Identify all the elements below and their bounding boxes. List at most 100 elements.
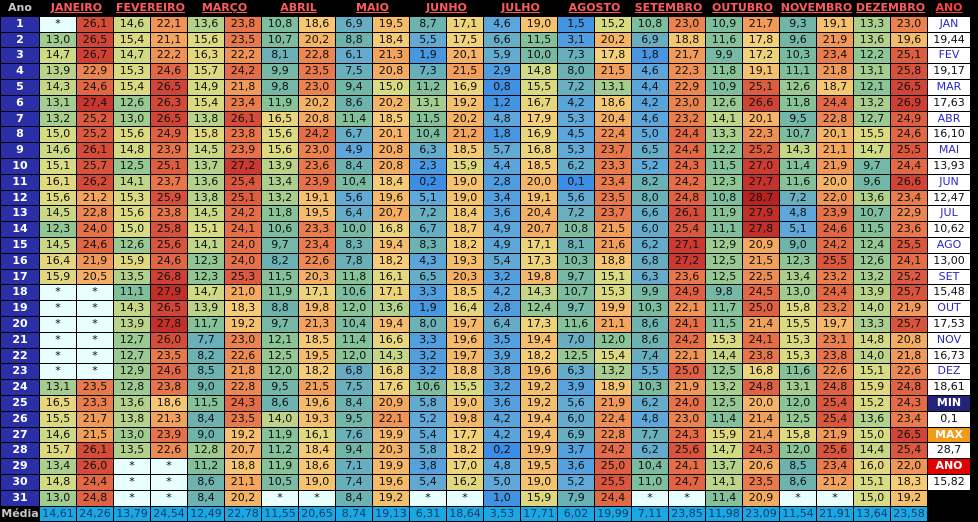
min-temp-cell: 15,4 [114, 79, 150, 95]
day-number: 18 [1, 285, 39, 301]
max-temp-cell: 16,1 [373, 269, 409, 285]
max-temp-cell: 19,7 [817, 316, 853, 332]
side-min-label: MIN [928, 395, 970, 411]
day-number: 13 [1, 206, 39, 222]
side-month-label: JAN [928, 16, 970, 32]
max-temp-cell: 24,3 [743, 443, 779, 459]
min-temp-cell: 12,5 [706, 253, 742, 269]
min-temp-cell: 15,1 [40, 158, 76, 174]
max-temp-cell: 26,5 [77, 32, 113, 48]
average-cell: 12,49 [188, 506, 224, 522]
max-temp-cell: 15,0 [373, 79, 409, 95]
max-temp-cell: 26,2 [77, 174, 113, 190]
min-temp-cell: 5,2 [632, 158, 668, 174]
max-temp-cell: 20,0 [817, 174, 853, 190]
min-temp-cell: 7,7 [632, 427, 668, 443]
min-temp-cell: 14,4 [854, 443, 890, 459]
min-temp-cell: 12,8 [114, 380, 150, 395]
min-temp-cell: 16,5 [262, 111, 298, 127]
max-temp-cell: 26,6 [891, 174, 927, 190]
max-temp-cell: 19,4 [521, 332, 557, 348]
day-number: 10 [1, 158, 39, 174]
average-cell: 21,91 [817, 506, 853, 522]
max-temp-cell: 25,6 [669, 443, 705, 459]
min-temp-cell: * [40, 332, 76, 348]
max-temp-cell: 17,7 [447, 427, 483, 443]
min-temp-cell: 14,5 [188, 206, 224, 222]
min-temp-cell: 5,6 [336, 190, 372, 206]
min-temp-cell: 13,0 [114, 427, 150, 443]
max-temp-cell: 23,7 [595, 206, 631, 222]
max-temp-cell: 18,2 [299, 364, 335, 380]
max-temp-cell: 26,1 [225, 111, 261, 127]
min-temp-cell: 10,4 [336, 174, 372, 190]
max-temp-cell: 23,3 [77, 395, 113, 411]
month-header: ABRIL [262, 1, 335, 16]
max-temp-cell: 21,0 [225, 285, 261, 301]
max-temp-cell: 17,3 [521, 253, 557, 269]
min-temp-cell: 14,0 [262, 411, 298, 427]
min-temp-cell: 14,7 [188, 285, 224, 301]
max-temp-cell: 19,6 [373, 474, 409, 490]
min-temp-cell: 11,1 [114, 285, 150, 301]
min-temp-cell: 4,9 [336, 143, 372, 158]
min-temp-cell: 7,0 [558, 332, 594, 348]
average-cell: 6,02 [558, 506, 594, 522]
side-month-label: FEV [928, 48, 970, 64]
min-temp-cell: 15,0 [40, 127, 76, 143]
max-temp-cell: 18,8 [669, 32, 705, 48]
max-temp-cell: 20,5 [77, 269, 113, 285]
max-temp-cell: 18,8 [595, 253, 631, 269]
min-temp-cell: 12,6 [854, 253, 890, 269]
max-temp-cell: 18,9 [595, 380, 631, 395]
max-temp-cell: 25,4 [225, 174, 261, 190]
min-temp-cell: 10,3 [780, 48, 816, 64]
min-temp-cell: 5,2 [410, 411, 446, 427]
max-temp-cell: 22,5 [743, 269, 779, 285]
max-temp-cell: 18,2 [373, 253, 409, 269]
max-temp-cell: 16,8 [743, 364, 779, 380]
min-temp-cell: 3,8 [484, 364, 520, 380]
min-temp-cell: 9,0 [188, 380, 224, 395]
min-temp-cell: 10,8 [632, 16, 668, 32]
min-temp-cell: 8,2 [632, 174, 668, 190]
average-cell: 8,74 [336, 506, 372, 522]
max-temp-cell: 20,2 [595, 32, 631, 48]
min-temp-cell: 12,2 [854, 48, 890, 64]
month-header: OUTUBRO [706, 1, 779, 16]
min-temp-cell: 8,8 [336, 32, 372, 48]
max-temp-cell: 19,1 [299, 190, 335, 206]
max-temp-cell: 23,5 [299, 64, 335, 79]
average-cell: 14,61 [40, 506, 76, 522]
min-temp-cell: 8,6 [262, 395, 298, 411]
max-temp-cell: 15,2 [595, 16, 631, 32]
max-temp-cell: 20,8 [891, 332, 927, 348]
max-temp-cell: 25,2 [77, 111, 113, 127]
year-header: Ano [1, 1, 39, 16]
max-temp-cell: 24,6 [151, 364, 187, 380]
max-temp-cell: 24,0 [669, 395, 705, 411]
max-temp-cell: 24,8 [743, 380, 779, 395]
max-temp-cell: 24,1 [891, 253, 927, 269]
min-temp-cell: 12,6 [114, 237, 150, 253]
max-temp-cell: 10,0 [521, 48, 557, 64]
min-temp-cell: 5,0 [484, 474, 520, 490]
min-temp-cell: 4,4 [484, 158, 520, 174]
max-temp-cell: 25,1 [743, 79, 779, 95]
max-temp-cell: 23,8 [817, 348, 853, 364]
max-temp-cell: * [669, 490, 705, 506]
average-label: Média [1, 506, 39, 522]
max-temp-cell: 21,9 [817, 427, 853, 443]
max-temp-cell: 19,0 [521, 474, 557, 490]
min-temp-cell: 11,9 [262, 285, 298, 301]
max-temp-cell: 25,8 [891, 64, 927, 79]
min-temp-cell: 5,4 [410, 427, 446, 443]
day-number: 4 [1, 64, 39, 79]
min-temp-cell: 15,5 [854, 127, 890, 143]
min-temp-cell: 8,3 [410, 237, 446, 253]
max-temp-cell: 21,1 [151, 32, 187, 48]
max-temp-cell: 19,5 [373, 16, 409, 32]
max-temp-cell: 23,4 [891, 190, 927, 206]
min-temp-cell: 12,5 [114, 158, 150, 174]
table-row: 9 14,6 26,1 14,8 23,9 14,5 23,9 15,6 23,0 4,9 20,8… [1, 143, 970, 158]
